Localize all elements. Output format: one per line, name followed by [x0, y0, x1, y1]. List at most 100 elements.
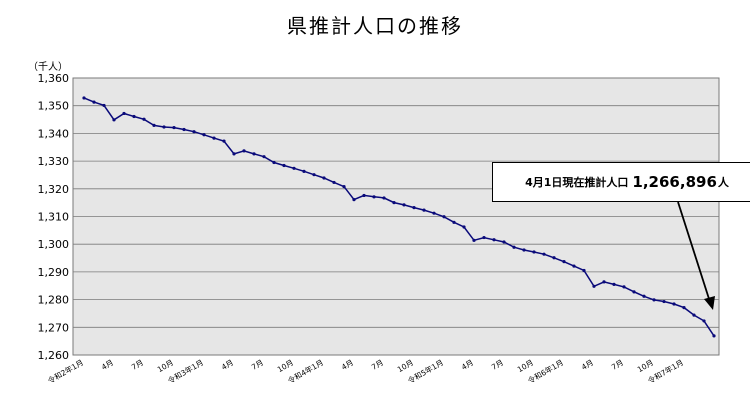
callout-unit: 人 [717, 176, 729, 189]
data-point [212, 136, 216, 140]
data-point [222, 139, 226, 143]
data-point [432, 211, 436, 215]
data-point [682, 306, 686, 310]
data-point [622, 285, 626, 289]
y-axis-ticks: 1,260 1,270 1,280 1,290 1,300 1,310 1,320 1,330… [38, 72, 70, 362]
series-line [83, 97, 715, 337]
data-point [572, 264, 576, 268]
data-point [712, 334, 716, 338]
data-point [112, 118, 116, 122]
x-tick-label: 7月 [130, 358, 145, 372]
data-point [542, 252, 546, 256]
x-tick-label: 10月 [156, 358, 175, 374]
data-point [702, 319, 706, 323]
x-tick-label: 10月 [396, 358, 415, 374]
series-points [82, 96, 716, 338]
data-point [422, 208, 426, 212]
data-point [242, 149, 246, 153]
data-point [492, 238, 496, 242]
data-point [602, 280, 606, 284]
data-point [182, 127, 186, 132]
y-tick-label: 1,290 [38, 266, 70, 279]
data-point [402, 203, 406, 207]
data-point [562, 260, 566, 264]
data-point [472, 238, 476, 242]
y-tick-label: 1,260 [38, 349, 70, 362]
data-point [642, 294, 646, 298]
data-point [272, 160, 276, 165]
x-tick-label: 4月 [220, 358, 235, 372]
data-point [462, 225, 466, 229]
data-point [692, 313, 696, 317]
data-point [322, 176, 326, 180]
data-point [512, 245, 516, 249]
y-tick-label: 1,270 [38, 321, 70, 334]
data-point [632, 290, 636, 294]
data-point [662, 299, 666, 304]
x-tick-label: 7月 [250, 358, 265, 372]
callout-arrow-line [677, 201, 711, 303]
data-point [532, 250, 536, 254]
data-point [82, 96, 86, 100]
x-tick-label: 10月 [276, 358, 295, 374]
data-point [292, 166, 296, 170]
y-tick-label: 1,340 [38, 127, 70, 140]
data-point [342, 184, 346, 189]
data-point [162, 125, 166, 129]
data-point [152, 123, 156, 127]
y-axis-label: （千人） [28, 61, 68, 73]
data-point [102, 103, 106, 108]
y-tick-label: 1,360 [38, 72, 70, 85]
x-tick-label: 10月 [516, 358, 535, 374]
x-tick-label: 4月 [460, 358, 475, 372]
y-tick-label: 1,350 [38, 100, 70, 113]
data-point [362, 193, 366, 198]
data-point [232, 152, 236, 156]
data-point [392, 201, 396, 205]
x-tick-label: 7月 [610, 358, 625, 372]
data-point [92, 100, 96, 104]
data-point [412, 206, 416, 210]
data-point [312, 173, 316, 177]
callout-value: 1,266,896 [632, 173, 717, 191]
data-point [382, 196, 386, 200]
x-tick-label: 4月 [580, 358, 595, 372]
data-point [142, 117, 146, 121]
data-point [302, 169, 306, 173]
y-tick-label: 1,320 [38, 183, 70, 196]
x-tick-label: 4月 [100, 358, 115, 372]
data-point [172, 125, 176, 130]
x-tick-label: 7月 [370, 358, 385, 372]
data-point [452, 220, 456, 224]
data-point [332, 180, 336, 185]
data-point [282, 163, 286, 168]
data-point [652, 298, 656, 302]
data-point [482, 235, 486, 240]
data-point [122, 111, 126, 116]
x-tick-label: 4月 [340, 358, 355, 372]
data-point [442, 215, 446, 219]
data-point [262, 155, 266, 159]
data-point [202, 133, 206, 137]
x-tick-label: 7月 [490, 358, 505, 372]
y-tick-label: 1,280 [38, 294, 70, 307]
data-point [352, 198, 356, 202]
population-callout: 4月1日現在推計人口 1,266,896 人 [492, 162, 750, 202]
y-tick-label: 1,330 [38, 155, 70, 168]
y-tick-label: 1,310 [38, 211, 70, 224]
data-point [502, 240, 506, 244]
data-point [592, 284, 596, 288]
data-point [252, 152, 256, 156]
data-point [582, 268, 586, 273]
data-point [522, 248, 526, 252]
x-tick-label: 10月 [636, 358, 655, 374]
data-point [612, 282, 616, 286]
callout-prefix: 4月1日現在推計人口 [525, 176, 629, 189]
y-tick-label: 1,300 [38, 238, 70, 251]
data-point [132, 114, 136, 119]
callout-arrow-head [704, 296, 715, 310]
data-point [552, 256, 556, 260]
data-point [672, 302, 676, 306]
data-point [372, 195, 376, 199]
